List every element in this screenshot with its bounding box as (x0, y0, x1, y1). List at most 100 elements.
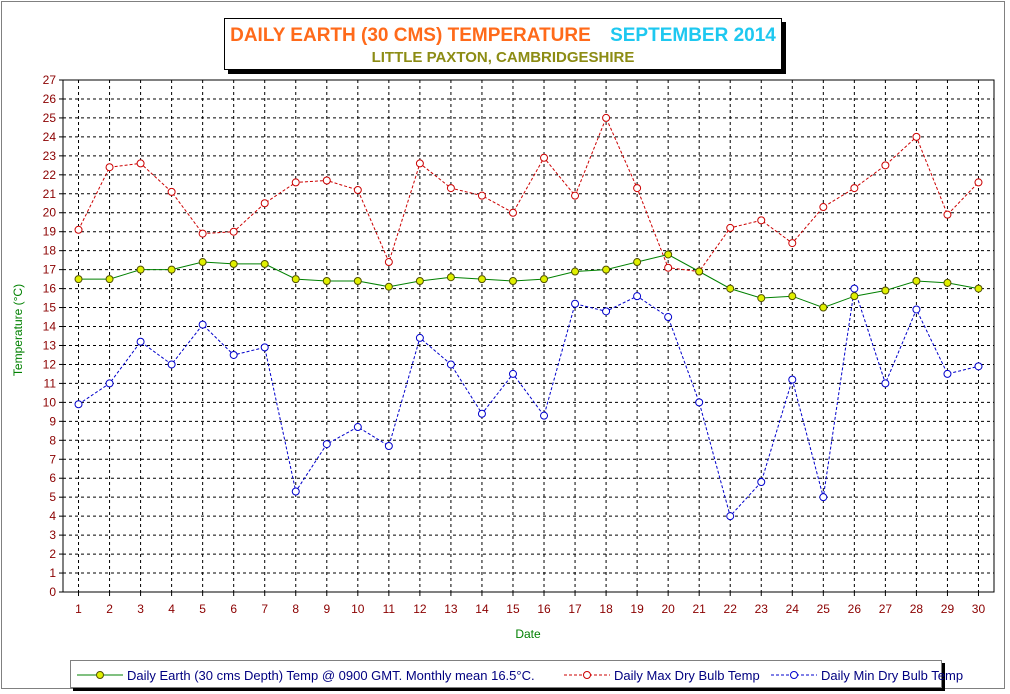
series-1-point (74, 225, 83, 234)
series-2-point (788, 375, 797, 384)
series-2-point (384, 441, 393, 450)
series-0-point (353, 277, 362, 286)
y-tick-label: 8 (49, 433, 56, 447)
chart-subtitle: LITTLE PAXTON, CAMBRIDGESHIRE (371, 49, 635, 66)
series-1-point (850, 184, 859, 193)
legend-item-earth: Daily Earth (30 cms Depth) Temp @ 0900 G… (77, 665, 535, 685)
y-tick-label: 22 (43, 168, 57, 182)
series-0-point (446, 273, 455, 282)
series-0-point (477, 275, 486, 284)
series-2-point (260, 343, 269, 352)
series-1-point (229, 227, 238, 236)
y-tick-label: 15 (43, 301, 57, 315)
series-2-point (477, 409, 486, 418)
series-1-point (943, 210, 952, 219)
x-tick-label: 19 (630, 602, 644, 616)
series-2-point (757, 478, 766, 487)
series-1-point (291, 178, 300, 187)
series-0-point (974, 284, 983, 293)
series-1-point (167, 187, 176, 196)
x-tick-label: 12 (413, 602, 427, 616)
x-tick-label: 24 (786, 602, 800, 616)
series-0-point (726, 284, 735, 293)
x-tick-label: 21 (693, 602, 707, 616)
y-axis-label: Temperature (°C) (11, 284, 25, 376)
y-tick-label: 10 (43, 395, 57, 409)
series-0-point (819, 303, 828, 312)
series-2-point (353, 423, 362, 432)
y-tick-label: 11 (44, 376, 57, 390)
series-2-point (881, 379, 890, 388)
legend-min-label: Daily Min Dry Bulb Temp (821, 667, 964, 683)
series-2-point (291, 487, 300, 496)
series-0-point (384, 282, 393, 291)
series-line-1 (78, 116, 979, 273)
series-1-point (384, 258, 393, 267)
series-2-point (229, 350, 238, 359)
y-tick-label: 26 (43, 92, 57, 106)
y-tick-label: 27 (43, 73, 57, 87)
x-tick-label: 18 (599, 602, 613, 616)
legend: Daily Earth (30 cms Depth) Temp @ 0900 G… (70, 660, 963, 688)
x-tick-label: 10 (351, 602, 365, 616)
series-1-point (322, 176, 331, 185)
series-2-point (571, 299, 580, 308)
series-1-point (912, 132, 921, 141)
series-1-point (602, 113, 611, 122)
x-tick-label: 13 (444, 602, 458, 616)
series-0-point (788, 292, 797, 301)
y-tick-label: 19 (43, 225, 57, 239)
series-1-point (508, 208, 517, 217)
x-tick-label: 23 (755, 602, 769, 616)
series-0-point (695, 267, 704, 276)
series-1-point (881, 161, 890, 170)
series-0-point (881, 286, 890, 295)
y-tick-label: 21 (43, 187, 57, 201)
series-0-point (198, 258, 207, 267)
series-0-point (74, 275, 83, 284)
x-tick-label: 2 (106, 602, 113, 616)
series-1-point (819, 203, 828, 212)
y-tick-label: 4 (49, 509, 56, 523)
series-0-point (757, 294, 766, 303)
series-0-point (260, 259, 269, 268)
series-1-point (446, 184, 455, 193)
y-tick-label: 14 (43, 320, 57, 334)
series-2-point (943, 369, 952, 378)
chart-title: DAILY EARTH (30 CMS) TEMPERATURE (230, 25, 591, 46)
legend-max-label: Daily Max Dry Bulb Temp (614, 667, 760, 683)
series-0-point (633, 258, 642, 267)
series-2-point (912, 305, 921, 314)
series-2-point (198, 320, 207, 329)
series-0-point (540, 275, 549, 284)
series-2-point (819, 493, 828, 502)
x-tick-label: 6 (230, 602, 237, 616)
y-tick-label: 3 (49, 528, 56, 542)
legend-max-marker-icon (564, 671, 610, 679)
series-2-point (415, 333, 424, 342)
series-1-point (105, 163, 114, 172)
series-1-point (415, 159, 424, 168)
series-2-point (322, 440, 331, 449)
series-2-point (633, 292, 642, 301)
series-1-point (633, 184, 642, 193)
x-tick-label: 3 (137, 602, 144, 616)
y-tick-label: 0 (49, 585, 56, 599)
series-1-point (477, 191, 486, 200)
series-0-point (322, 277, 331, 286)
y-tick-label: 17 (43, 263, 57, 277)
x-tick-label: 20 (661, 602, 675, 616)
series-0-point (167, 265, 176, 274)
x-tick-label: 27 (879, 602, 893, 616)
series-2-point (850, 284, 859, 293)
chart-title-box: DAILY EARTH (30 CMS) TEMPERATURE SEPTEMB… (224, 18, 782, 70)
series-2-point (446, 360, 455, 369)
x-tick-label: 22 (724, 602, 738, 616)
series-1-point (664, 263, 673, 272)
series-1-point (540, 153, 549, 162)
x-tick-label: 29 (941, 602, 955, 616)
y-tick-label: 23 (43, 149, 57, 163)
series-0-point (415, 277, 424, 286)
